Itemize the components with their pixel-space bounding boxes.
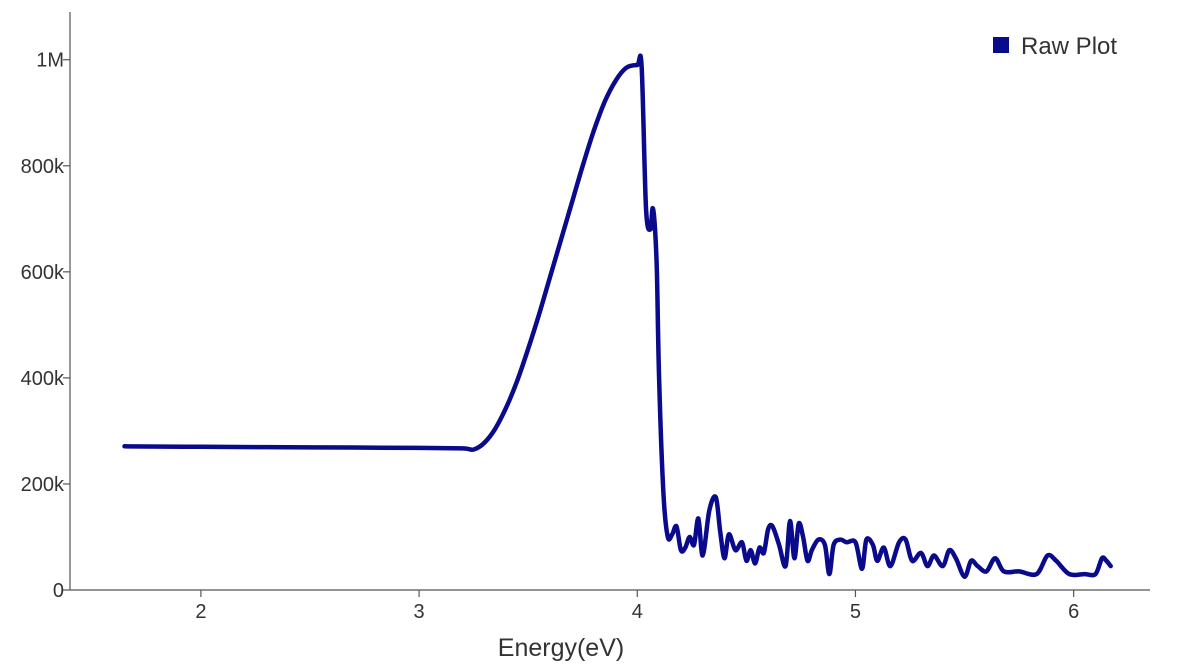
- y-tick-label: 600k: [21, 262, 65, 284]
- legend-label-raw-plot: Raw Plot: [1021, 33, 1117, 60]
- y-tick-label: 400k: [21, 368, 65, 390]
- x-tick-label: 3: [414, 601, 425, 623]
- x-axis-title: Energy(eV): [498, 634, 624, 662]
- legend-swatch: [993, 37, 1009, 53]
- y-tick-label: 800k: [21, 156, 65, 178]
- x-tick-label: 4: [632, 601, 643, 623]
- series-layer: [122, 53, 1113, 579]
- legend[interactable]: Raw Plot: [993, 33, 1117, 60]
- series-line-0: [122, 53, 1113, 579]
- x-tick-label: 2: [195, 601, 206, 623]
- y-tick-label: 1M: [36, 50, 64, 72]
- y-tick-label: 0: [53, 580, 64, 602]
- axes: [69, 12, 1150, 591]
- x-tick-label: 6: [1068, 601, 1079, 623]
- x-tick-label: 5: [850, 601, 861, 623]
- ticks: 2 3 4 5 6 0 200k 400k 600k 800k 1M: [21, 50, 1080, 623]
- y-tick-label: 200k: [21, 474, 65, 496]
